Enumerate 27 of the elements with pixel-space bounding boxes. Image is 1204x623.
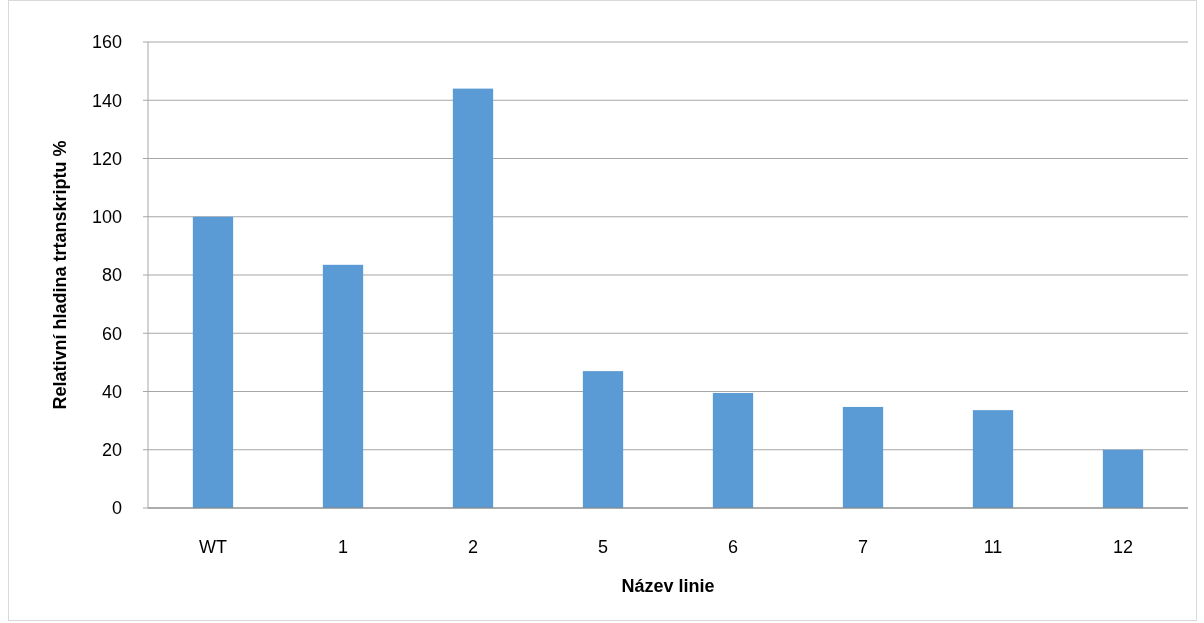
y-tick-label: 100 bbox=[91, 207, 122, 228]
y-tick-label: 40 bbox=[101, 381, 122, 402]
bar bbox=[712, 392, 754, 508]
y-tick-label: 60 bbox=[101, 323, 122, 344]
bar bbox=[842, 406, 884, 508]
y-tick-label: 160 bbox=[91, 32, 122, 53]
y-tick-label: 140 bbox=[91, 90, 122, 111]
bar bbox=[192, 216, 234, 508]
bar bbox=[1102, 449, 1144, 508]
y-axis-title: Relativní hladina trtanskriptu % bbox=[50, 140, 70, 410]
x-tick-label: 2 bbox=[467, 537, 479, 557]
y-tick-label: 20 bbox=[101, 440, 122, 461]
bar bbox=[582, 371, 624, 508]
x-tick-label: 6 bbox=[727, 537, 739, 557]
x-axis-title: Název linie bbox=[621, 576, 715, 596]
x-tick-label: 1 bbox=[337, 537, 349, 557]
x-tick-label: 12 bbox=[1112, 537, 1134, 557]
y-tick-label: 80 bbox=[101, 265, 122, 286]
x-tick-label: 11 bbox=[983, 537, 1003, 557]
bar bbox=[322, 264, 364, 508]
x-tick-label: 5 bbox=[597, 537, 609, 557]
bar bbox=[972, 410, 1014, 508]
y-tick-label: 0 bbox=[111, 498, 122, 519]
bar bbox=[452, 88, 494, 508]
x-tick-label: 7 bbox=[857, 537, 869, 557]
x-tick-label: WT bbox=[199, 537, 227, 557]
y-tick-label: 120 bbox=[91, 148, 122, 169]
